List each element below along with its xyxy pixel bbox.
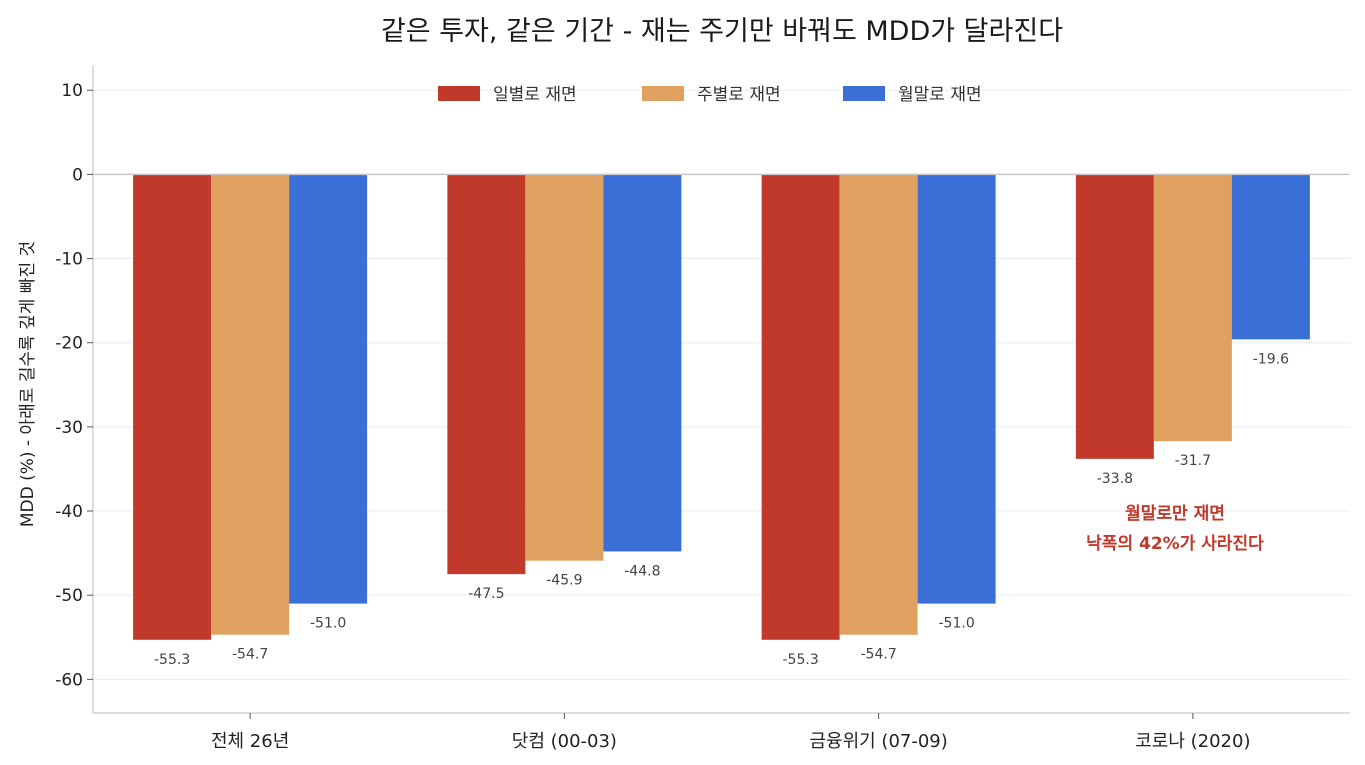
- bars: [133, 174, 1310, 640]
- chart-title: 같은 투자, 같은 기간 - 재는 주기만 바꿔도 MDD가 달라진다: [381, 16, 1063, 47]
- y-tick-label: -40: [55, 502, 83, 522]
- data-label: -45.9: [546, 573, 582, 589]
- bar: [761, 174, 840, 640]
- bar: [133, 174, 212, 640]
- legend-swatch: [843, 86, 885, 101]
- x-tick-label: 금융위기 (07-09): [809, 731, 947, 752]
- data-label: -19.6: [1253, 351, 1289, 367]
- data-labels: -55.3 -54.7 -51.0 -47.5 -45.9 -44.8 -55.3 -54.7…: [154, 351, 1289, 667]
- legend-label: 주별로 재면: [697, 85, 781, 105]
- bar: [603, 174, 682, 552]
- bar: [447, 174, 526, 575]
- annotation-line: 낙폭의 42%가 사라진다: [1086, 534, 1264, 554]
- data-label: -51.0: [310, 616, 346, 632]
- annotation-line: 월말로만 재면: [1125, 503, 1225, 524]
- y-tick-label: 10: [61, 81, 83, 101]
- y-tick-label: -30: [55, 418, 83, 438]
- axes: [92, 65, 1350, 714]
- bar: [211, 174, 290, 635]
- data-label: -54.7: [232, 647, 268, 663]
- y-tick-label: -50: [55, 586, 83, 606]
- legend-swatch: [642, 86, 684, 101]
- data-label: -31.7: [1175, 453, 1211, 469]
- x-tick-label: 코로나 (2020): [1135, 731, 1250, 752]
- legend: 일별로 재면 주별로 재면 월말로 재면: [438, 85, 982, 105]
- y-axis-label: MDD (%) - 아래로 길수록 깊게 빠진 것: [18, 241, 38, 527]
- legend-swatch: [438, 86, 480, 101]
- x-tick-label: 전체 26년: [211, 731, 289, 752]
- y-ticks: 10 0 -10 -20 -30 -40 -50 -60: [55, 81, 93, 690]
- data-label: -55.3: [154, 652, 190, 668]
- bar: [839, 174, 918, 635]
- data-label: -47.5: [468, 586, 504, 602]
- bar: [525, 174, 604, 561]
- legend-label: 일별로 재면: [493, 85, 577, 105]
- y-tick-label: -20: [55, 334, 83, 354]
- x-tick-label: 닷컴 (00-03): [512, 731, 617, 752]
- x-ticks: 전체 26년 닷컴 (00-03) 금융위기 (07-09) 코로나 (2020): [211, 713, 1251, 752]
- bar: [1075, 174, 1154, 459]
- bar: [1153, 174, 1232, 442]
- data-label: -55.3: [783, 652, 819, 668]
- data-label: -54.7: [861, 647, 897, 663]
- y-tick-label: 0: [72, 165, 83, 185]
- y-tick-label: -10: [55, 250, 83, 270]
- bar: [289, 174, 368, 604]
- bar: [1231, 174, 1310, 340]
- data-label: -44.8: [624, 563, 660, 579]
- bar: [917, 174, 996, 604]
- y-tick-label: -60: [55, 670, 83, 690]
- legend-label: 월말로 재면: [898, 85, 982, 105]
- data-label: -51.0: [939, 616, 975, 632]
- data-label: -33.8: [1097, 471, 1133, 487]
